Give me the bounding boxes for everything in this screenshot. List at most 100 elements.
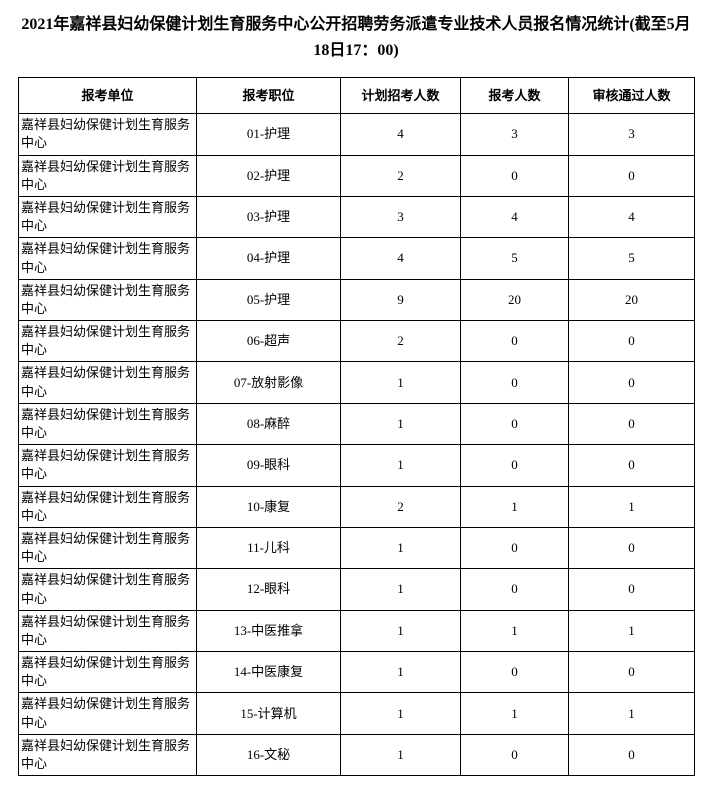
cell-passed: 0 <box>569 362 695 403</box>
cell-applied: 20 <box>461 279 569 320</box>
cell-plan: 1 <box>341 652 461 693</box>
table-row: 嘉祥县妇幼保健计划生育服务中心11-儿科100 <box>19 527 695 568</box>
table-row: 嘉祥县妇幼保健计划生育服务中心10-康复211 <box>19 486 695 527</box>
cell-passed: 3 <box>569 114 695 155</box>
cell-unit: 嘉祥县妇幼保健计划生育服务中心 <box>19 610 197 651</box>
cell-applied: 3 <box>461 114 569 155</box>
cell-applied: 0 <box>461 734 569 775</box>
table-row: 嘉祥县妇幼保健计划生育服务中心04-护理455 <box>19 238 695 279</box>
cell-passed: 0 <box>569 527 695 568</box>
cell-position: 15-计算机 <box>197 693 341 734</box>
cell-passed: 1 <box>569 610 695 651</box>
cell-position: 05-护理 <box>197 279 341 320</box>
cell-unit: 嘉祥县妇幼保健计划生育服务中心 <box>19 403 197 444</box>
cell-plan: 1 <box>341 362 461 403</box>
cell-passed: 0 <box>569 569 695 610</box>
cell-position: 16-文秘 <box>197 734 341 775</box>
cell-position: 13-中医推拿 <box>197 610 341 651</box>
cell-applied: 0 <box>461 321 569 362</box>
cell-plan: 1 <box>341 693 461 734</box>
cell-passed: 1 <box>569 486 695 527</box>
cell-plan: 2 <box>341 321 461 362</box>
cell-position: 01-护理 <box>197 114 341 155</box>
cell-applied: 0 <box>461 403 569 444</box>
col-position: 报考职位 <box>197 78 341 114</box>
table-row: 嘉祥县妇幼保健计划生育服务中心12-眼科100 <box>19 569 695 610</box>
cell-unit: 嘉祥县妇幼保健计划生育服务中心 <box>19 693 197 734</box>
col-applied: 报考人数 <box>461 78 569 114</box>
cell-passed: 0 <box>569 155 695 196</box>
cell-passed: 0 <box>569 652 695 693</box>
cell-applied: 0 <box>461 155 569 196</box>
cell-plan: 2 <box>341 155 461 196</box>
cell-plan: 2 <box>341 486 461 527</box>
cell-applied: 5 <box>461 238 569 279</box>
cell-applied: 0 <box>461 445 569 486</box>
table-row: 嘉祥县妇幼保健计划生育服务中心15-计算机111 <box>19 693 695 734</box>
cell-unit: 嘉祥县妇幼保健计划生育服务中心 <box>19 652 197 693</box>
cell-position: 04-护理 <box>197 238 341 279</box>
col-unit: 报考单位 <box>19 78 197 114</box>
cell-plan: 1 <box>341 569 461 610</box>
table-row: 嘉祥县妇幼保健计划生育服务中心01-护理433 <box>19 114 695 155</box>
cell-unit: 嘉祥县妇幼保健计划生育服务中心 <box>19 486 197 527</box>
cell-passed: 0 <box>569 734 695 775</box>
page-title: 2021年嘉祥县妇幼保健计划生育服务中心公开招聘劳务派遣专业技术人员报名情况统计… <box>18 12 694 63</box>
cell-unit: 嘉祥县妇幼保健计划生育服务中心 <box>19 569 197 610</box>
cell-unit: 嘉祥县妇幼保健计划生育服务中心 <box>19 238 197 279</box>
cell-passed: 5 <box>569 238 695 279</box>
cell-applied: 0 <box>461 527 569 568</box>
cell-plan: 1 <box>341 734 461 775</box>
table-row: 嘉祥县妇幼保健计划生育服务中心09-眼科100 <box>19 445 695 486</box>
cell-unit: 嘉祥县妇幼保健计划生育服务中心 <box>19 321 197 362</box>
cell-unit: 嘉祥县妇幼保健计划生育服务中心 <box>19 527 197 568</box>
cell-applied: 1 <box>461 693 569 734</box>
cell-plan: 9 <box>341 279 461 320</box>
table-row: 嘉祥县妇幼保健计划生育服务中心16-文秘100 <box>19 734 695 775</box>
cell-position: 08-麻醉 <box>197 403 341 444</box>
cell-passed: 4 <box>569 196 695 237</box>
cell-passed: 0 <box>569 321 695 362</box>
cell-applied: 0 <box>461 652 569 693</box>
cell-plan: 1 <box>341 403 461 444</box>
table-row: 嘉祥县妇幼保健计划生育服务中心03-护理344 <box>19 196 695 237</box>
cell-applied: 0 <box>461 569 569 610</box>
cell-applied: 1 <box>461 486 569 527</box>
cell-plan: 1 <box>341 610 461 651</box>
col-passed: 审核通过人数 <box>569 78 695 114</box>
table-row: 嘉祥县妇幼保健计划生育服务中心14-中医康复100 <box>19 652 695 693</box>
cell-plan: 4 <box>341 114 461 155</box>
cell-position: 07-放射影像 <box>197 362 341 403</box>
table-header-row: 报考单位 报考职位 计划招考人数 报考人数 审核通过人数 <box>19 78 695 114</box>
cell-passed: 0 <box>569 403 695 444</box>
cell-unit: 嘉祥县妇幼保健计划生育服务中心 <box>19 279 197 320</box>
cell-unit: 嘉祥县妇幼保健计划生育服务中心 <box>19 445 197 486</box>
table-row: 嘉祥县妇幼保健计划生育服务中心08-麻醉100 <box>19 403 695 444</box>
cell-unit: 嘉祥县妇幼保健计划生育服务中心 <box>19 114 197 155</box>
cell-position: 06-超声 <box>197 321 341 362</box>
cell-unit: 嘉祥县妇幼保健计划生育服务中心 <box>19 155 197 196</box>
cell-unit: 嘉祥县妇幼保健计划生育服务中心 <box>19 362 197 403</box>
table-row: 嘉祥县妇幼保健计划生育服务中心02-护理200 <box>19 155 695 196</box>
col-plan: 计划招考人数 <box>341 78 461 114</box>
cell-passed: 20 <box>569 279 695 320</box>
stats-table: 报考单位 报考职位 计划招考人数 报考人数 审核通过人数 嘉祥县妇幼保健计划生育… <box>18 77 695 776</box>
cell-applied: 4 <box>461 196 569 237</box>
cell-passed: 1 <box>569 693 695 734</box>
cell-position: 11-儿科 <box>197 527 341 568</box>
table-row: 嘉祥县妇幼保健计划生育服务中心05-护理92020 <box>19 279 695 320</box>
cell-applied: 1 <box>461 610 569 651</box>
cell-applied: 0 <box>461 362 569 403</box>
cell-position: 09-眼科 <box>197 445 341 486</box>
table-row: 嘉祥县妇幼保健计划生育服务中心07-放射影像100 <box>19 362 695 403</box>
cell-plan: 1 <box>341 527 461 568</box>
cell-plan: 4 <box>341 238 461 279</box>
cell-position: 02-护理 <box>197 155 341 196</box>
cell-plan: 1 <box>341 445 461 486</box>
cell-position: 03-护理 <box>197 196 341 237</box>
cell-plan: 3 <box>341 196 461 237</box>
cell-unit: 嘉祥县妇幼保健计划生育服务中心 <box>19 196 197 237</box>
table-row: 嘉祥县妇幼保健计划生育服务中心13-中医推拿111 <box>19 610 695 651</box>
cell-position: 12-眼科 <box>197 569 341 610</box>
cell-passed: 0 <box>569 445 695 486</box>
